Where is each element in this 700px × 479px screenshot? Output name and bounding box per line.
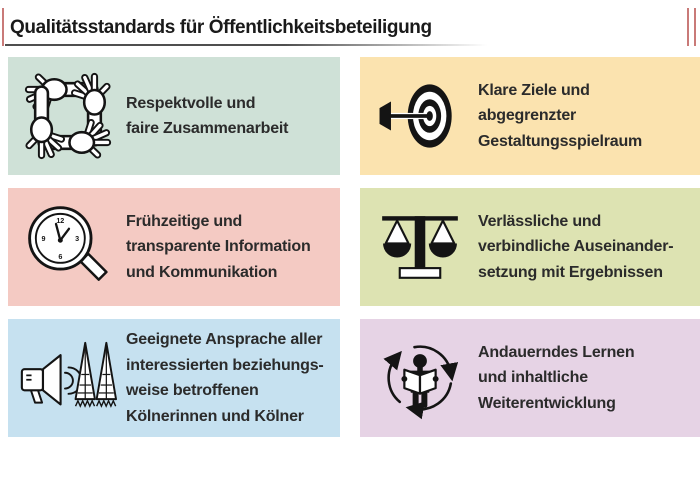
clock-number-12: 12 [56,216,64,225]
clock-number-9: 9 [42,234,46,243]
card-klare-ziele: Klare Ziele und abgegrenzter Gestaltungs… [360,57,700,175]
title-underline-rule [5,44,487,46]
clock-number-3: 3 [75,234,79,243]
learning-cycle-icon [370,332,470,424]
megaphone-cathedral-icon [18,334,118,422]
red-crop-mark-right-1 [687,8,689,46]
balance-scale-icon [370,203,470,291]
card-respektvolle-zusammenarbeit: Respektvolle und faire Zusammenarbeit [8,57,340,175]
card-fruehzeitige-information: 12 3 6 9 Frühzeitige und transparente In… [8,188,340,306]
card-andauerndes-lernen: Andauerndes Lernen und inhaltliche Weite… [360,319,700,437]
red-crop-mark-left [2,8,4,46]
card-text-ziele: Klare Ziele und abgegrenzter Gestaltungs… [478,81,643,150]
card-text-ansprache: Geeignete Ansprache aller interessierten… [126,331,324,425]
card-text-respekt: Respektvolle und faire Zusammenarbeit [126,94,289,138]
clock-number-6: 6 [58,252,62,261]
card-text-ergebnisse: Verlässliche und verbindliche Auseinande… [478,212,674,281]
four-hands-icon [18,67,118,165]
red-crop-mark-right-2 [694,8,696,46]
card-text-information: Frühzeitige und transparente Information… [126,212,311,281]
card-geeignete-ansprache: Geeignete Ansprache aller interessierten… [8,319,340,437]
clock-magnifier-icon: 12 3 6 9 [18,199,118,295]
dart-target-icon [370,72,470,160]
page-title: Qualitätsstandards für Öffentlichkeitsbe… [10,17,432,38]
cards-grid: Respektvolle und faire Zusammenarbeit Kl… [8,57,700,437]
card-text-lernen: Andauerndes Lernen und inhaltliche Weite… [478,343,635,412]
card-verlaessliche-auseinandersetzung: Verlässliche und verbindliche Auseinande… [360,188,700,306]
